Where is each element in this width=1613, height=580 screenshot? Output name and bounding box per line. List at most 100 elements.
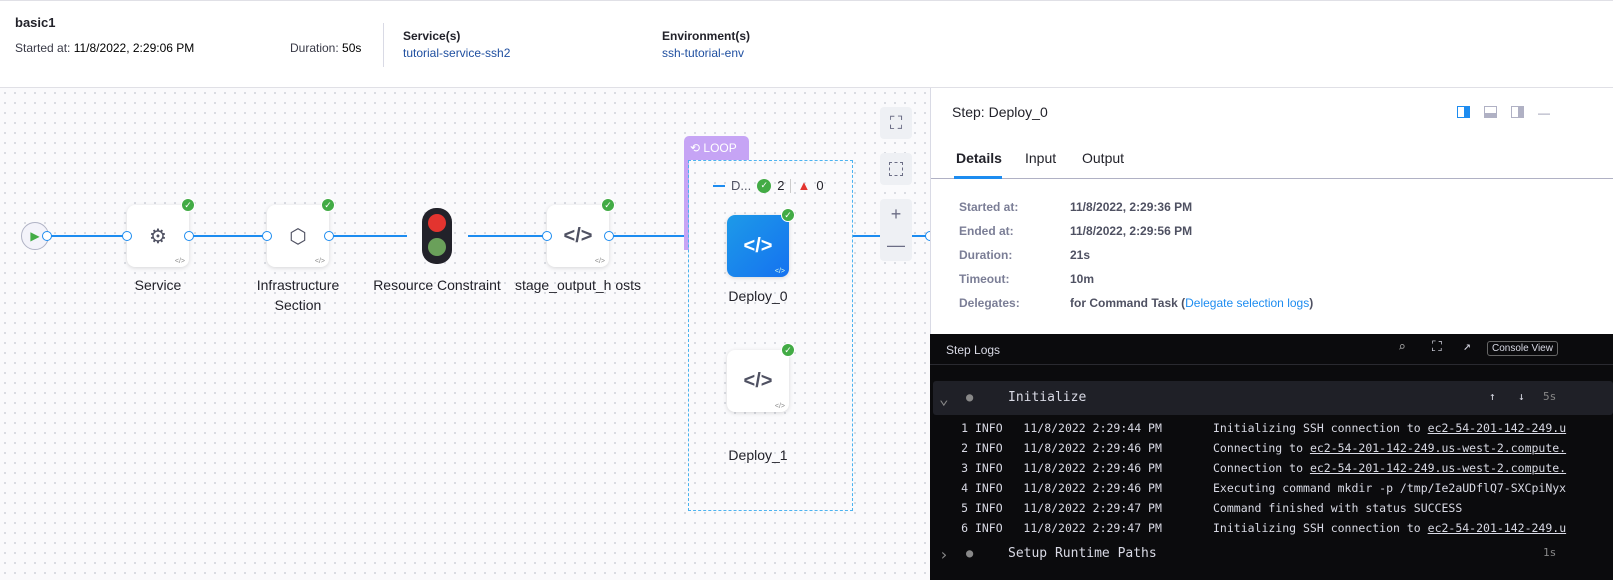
collapse-icon[interactable] — [713, 184, 725, 187]
details-list: Started at: 11/8/2022, 2:29:36 PM Ended a… — [959, 200, 1314, 310]
log-section-setup-runtime-paths[interactable]: › ● Setup Runtime Paths 1s — [939, 545, 1557, 564]
console-view-button[interactable]: Console View — [1487, 341, 1558, 356]
loop-group — [688, 160, 853, 511]
layout-right-icon[interactable] — [1457, 106, 1470, 118]
node-label: Infrastructure Section — [256, 277, 340, 313]
host-link[interactable]: ec2-54-201-142-249.us-west-2.compute. — [1309, 461, 1567, 475]
layout-controls: — — [1457, 106, 1550, 120]
duration-label: Duration: — [290, 41, 339, 55]
started-label: Started at: — [15, 41, 71, 55]
environment-link[interactable]: ssh-tutorial-env — [662, 46, 745, 60]
group-label: D... — [731, 178, 752, 193]
host-link[interactable]: ec2-54-201-142-249.u — [1427, 521, 1567, 535]
fit-screen-button[interactable]: ⛶ — [880, 107, 912, 139]
open-external-icon[interactable]: ↗ — [1463, 339, 1471, 354]
zoom-controls: + — — [880, 199, 912, 261]
node-service[interactable]: ⚙ </> — [127, 205, 189, 267]
chevron-right-icon[interactable]: › — [939, 545, 949, 564]
minimize-icon[interactable]: — — [1538, 106, 1550, 120]
services-label: Service(s) — [403, 29, 461, 43]
traffic-light-icon[interactable] — [422, 208, 452, 264]
log-section-initialize[interactable]: ⌄ ● Initialize ↑ ↓ 5s — [933, 381, 1613, 415]
edge — [468, 235, 548, 237]
panel-title: Step: Deploy_0 — [952, 104, 1048, 120]
hexagons-icon: ⬡ — [289, 225, 307, 248]
service-link[interactable]: tutorial-service-ssh2 — [403, 46, 511, 60]
port — [184, 231, 194, 241]
tab-input[interactable]: Input — [1025, 150, 1057, 166]
success-check-icon: ✓ — [781, 208, 795, 222]
duration-value: 50s — [342, 41, 362, 55]
success-check-icon: ✓ — [601, 198, 615, 212]
search-icon[interactable]: ⌕ — [1398, 340, 1406, 355]
success-check-icon: ✓ — [321, 198, 335, 212]
edge — [189, 235, 267, 237]
log-line: 2 INFO 11/8/2022 2:29:46 PM Connecting to… — [961, 441, 1567, 455]
port — [42, 231, 52, 241]
zoom-out-icon[interactable]: — — [887, 235, 905, 255]
host-link[interactable]: ec2-54-201-142-249.u — [1427, 421, 1567, 435]
divider — [383, 23, 384, 67]
logs-title: Step Logs — [946, 343, 1001, 357]
arrow-down-icon[interactable]: ↓ — [1518, 390, 1525, 403]
step-deploy-0[interactable]: </> </> — [727, 215, 789, 277]
edge — [609, 235, 689, 237]
host-link[interactable]: ec2-54-201-142-249.us-west-2.compute. — [1309, 441, 1567, 455]
tab-output[interactable]: Output — [1082, 150, 1125, 166]
loop-group-header[interactable]: D... ✓ 2 ▲ 0 — [713, 178, 824, 193]
dashed-square-icon — [889, 162, 903, 176]
log-line: 5 INFO 11/8/2022 2:29:47 PM Command finis… — [961, 501, 1463, 515]
expand-icon: ⛶ — [889, 112, 903, 133]
success-check-icon: ✓ — [757, 178, 772, 193]
pipeline-title: basic1 — [15, 15, 56, 30]
success-count: 2 — [777, 178, 785, 193]
execution-header: basic1 Started at: 11/8/2022, 2:29:06 PM… — [0, 0, 1613, 88]
step-deploy-1[interactable]: </> </> — [727, 350, 789, 412]
edge — [48, 235, 128, 237]
loop-icon: ⟲ — [690, 141, 701, 155]
log-line: 6 INFO 11/8/2022 2:29:47 PM Initializing … — [961, 521, 1567, 535]
loop-tag: ⟲ LOOP — [684, 136, 749, 160]
failed-count: 0 — [816, 178, 824, 193]
start-play-icon[interactable]: ▶ — [21, 222, 49, 250]
environments-label: Environment(s) — [662, 29, 751, 43]
expand-icon[interactable]: ⛶ — [1432, 339, 1442, 355]
layout-float-icon[interactable] — [1511, 106, 1524, 118]
node-label: Service — [134, 277, 182, 293]
arrow-up-icon[interactable]: ↑ — [1489, 390, 1496, 403]
step-label: Deploy_1 — [728, 447, 788, 463]
success-check-icon: ● — [966, 390, 974, 404]
started-value: 11/8/2022, 2:29:06 PM — [73, 41, 195, 55]
port — [604, 231, 614, 241]
node-label: stage_output_h osts — [514, 277, 642, 293]
layout-bottom-icon[interactable] — [1484, 106, 1497, 118]
log-line: 1 INFO 11/8/2022 2:29:44 PM Initializing … — [961, 421, 1567, 435]
success-check-icon: ● — [966, 546, 974, 560]
port — [122, 231, 132, 241]
active-tab-indicator — [954, 176, 1002, 179]
zoom-in-icon[interactable]: + — [890, 204, 902, 224]
log-line: 3 INFO 11/8/2022 2:29:46 PM Connection to… — [961, 461, 1567, 475]
pipeline-canvas[interactable]: ▶ ⚙ </> ✓ Service ⬡ </> ✓ Infrastructure S… — [0, 88, 935, 580]
tab-details[interactable]: Details — [956, 150, 1002, 166]
select-area-button[interactable] — [880, 153, 912, 185]
gear-icon: ⚙ — [149, 225, 167, 248]
code-icon: </> — [743, 369, 773, 392]
node-stage-output-hosts[interactable]: </> </> — [547, 205, 609, 267]
step-logs: Step Logs ⌕ ⛶ ↗ Console View ⌄ ● Initial… — [930, 334, 1613, 580]
port — [262, 231, 272, 241]
edge — [329, 235, 407, 237]
delegate-selection-logs-link[interactable]: Delegate selection logs — [1185, 296, 1310, 310]
port — [324, 231, 334, 241]
node-infrastructure[interactable]: ⬡ </> — [267, 205, 329, 267]
log-line: 4 INFO 11/8/2022 2:29:46 PM Executing com… — [961, 481, 1567, 495]
code-icon: </> — [563, 224, 593, 247]
loop-bar — [684, 160, 689, 250]
chevron-down-icon[interactable]: ⌄ — [939, 389, 949, 408]
success-check-icon: ✓ — [181, 198, 195, 212]
warning-icon: ▲ — [797, 178, 811, 193]
port — [542, 231, 552, 241]
step-label: Deploy_0 — [728, 288, 788, 304]
node-label: Resource Constraint — [373, 277, 501, 293]
success-check-icon: ✓ — [781, 343, 795, 357]
